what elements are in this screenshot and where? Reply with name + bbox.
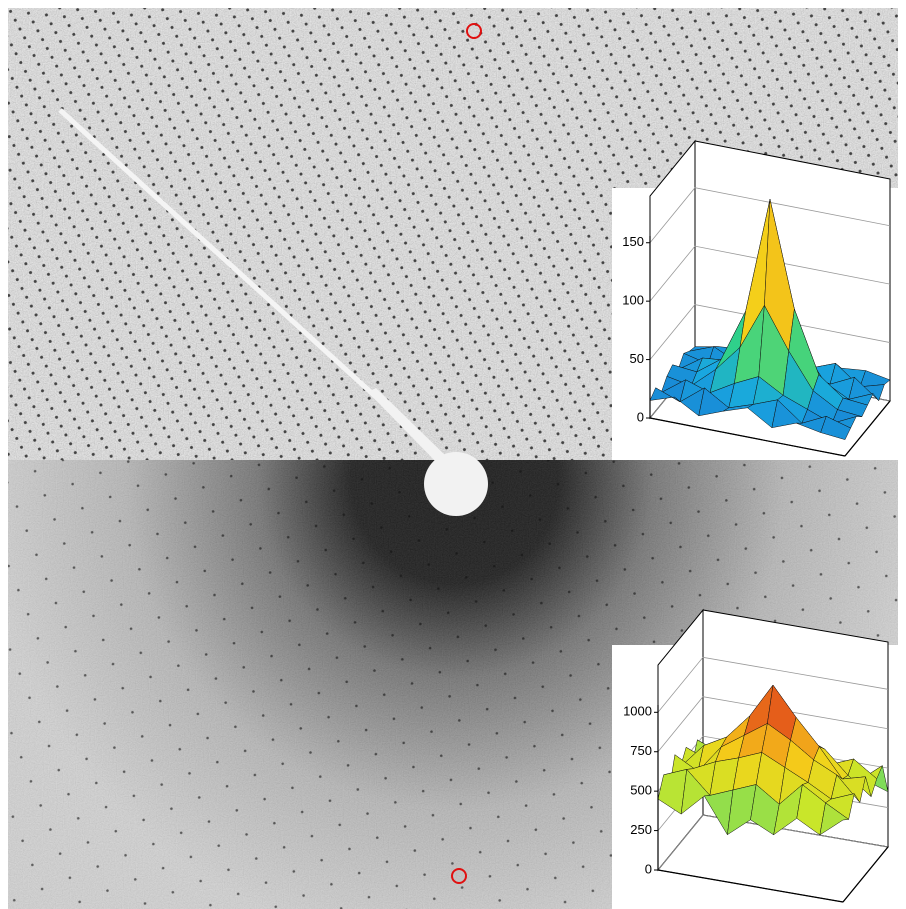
z-tick-label: 250 xyxy=(630,822,652,837)
z-tick-label: 150 xyxy=(622,234,644,249)
z-tick-label: 0 xyxy=(637,409,644,424)
z-tick-label: 1000 xyxy=(623,704,652,719)
figure: 0 50 100 150 0 250 500 750 1000 xyxy=(0,0,906,909)
z-tick-label: 50 xyxy=(630,351,644,366)
z-tick-label: 0 xyxy=(645,861,652,876)
z-tick-label: 100 xyxy=(622,293,644,308)
page: {"chart_data": [ {"type": "surface", "zl… xyxy=(0,0,906,909)
z-tick-label: 500 xyxy=(630,783,652,798)
z-tick-label: 750 xyxy=(630,743,652,758)
